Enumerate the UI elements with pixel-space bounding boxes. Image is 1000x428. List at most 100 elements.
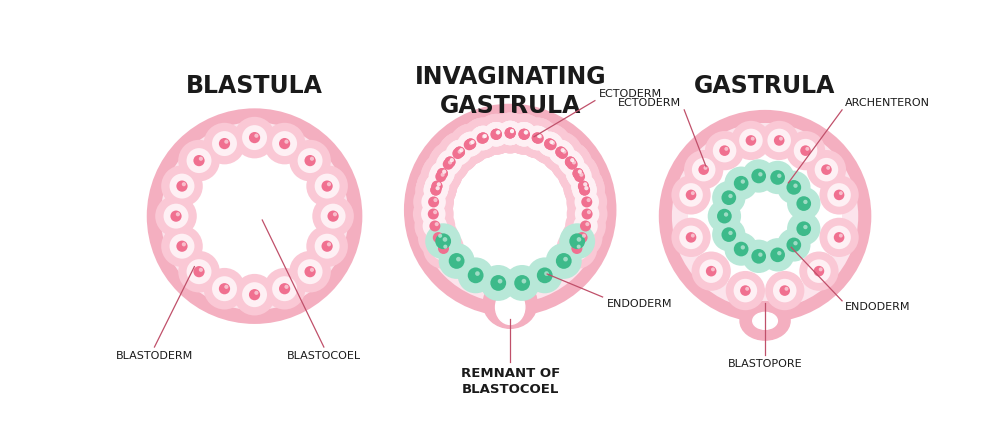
- Ellipse shape: [425, 174, 449, 199]
- Ellipse shape: [724, 232, 758, 266]
- Ellipse shape: [431, 236, 456, 261]
- Ellipse shape: [437, 182, 441, 186]
- Ellipse shape: [438, 150, 462, 174]
- Ellipse shape: [496, 131, 500, 134]
- Ellipse shape: [686, 190, 696, 200]
- Ellipse shape: [691, 191, 695, 195]
- Ellipse shape: [161, 165, 203, 207]
- Ellipse shape: [758, 253, 763, 257]
- Ellipse shape: [242, 282, 267, 307]
- Ellipse shape: [765, 271, 804, 310]
- Ellipse shape: [404, 104, 616, 316]
- Ellipse shape: [441, 172, 445, 177]
- Ellipse shape: [786, 238, 801, 252]
- Ellipse shape: [187, 259, 211, 284]
- Ellipse shape: [692, 252, 731, 291]
- Ellipse shape: [529, 123, 570, 164]
- Ellipse shape: [449, 253, 465, 269]
- Text: INVAGINATING
GASTRULA: INVAGINATING GASTRULA: [414, 65, 606, 118]
- Ellipse shape: [777, 174, 781, 178]
- Ellipse shape: [438, 243, 449, 254]
- Ellipse shape: [684, 150, 723, 189]
- Ellipse shape: [284, 140, 289, 144]
- Ellipse shape: [552, 144, 593, 184]
- Ellipse shape: [549, 140, 554, 144]
- Ellipse shape: [170, 211, 182, 222]
- Ellipse shape: [578, 169, 582, 174]
- Ellipse shape: [424, 178, 448, 202]
- Ellipse shape: [475, 271, 480, 276]
- Ellipse shape: [518, 118, 559, 159]
- Ellipse shape: [546, 139, 557, 150]
- Ellipse shape: [529, 123, 570, 164]
- Ellipse shape: [742, 159, 775, 193]
- Ellipse shape: [279, 283, 290, 294]
- Ellipse shape: [430, 184, 441, 196]
- Ellipse shape: [728, 194, 733, 198]
- Ellipse shape: [465, 138, 476, 149]
- Ellipse shape: [428, 144, 469, 184]
- Ellipse shape: [321, 181, 333, 192]
- Ellipse shape: [537, 132, 562, 156]
- Text: REMNANT OF
BLASTOCOEL: REMNANT OF BLASTOCOEL: [461, 367, 560, 396]
- Ellipse shape: [476, 114, 517, 155]
- Ellipse shape: [204, 268, 245, 309]
- Ellipse shape: [540, 131, 581, 172]
- Ellipse shape: [558, 153, 598, 194]
- Ellipse shape: [734, 279, 757, 302]
- Ellipse shape: [458, 132, 483, 156]
- Ellipse shape: [478, 132, 489, 143]
- Ellipse shape: [415, 169, 456, 211]
- Ellipse shape: [490, 113, 531, 153]
- Ellipse shape: [510, 129, 514, 133]
- Ellipse shape: [178, 251, 220, 292]
- Ellipse shape: [517, 117, 558, 158]
- Ellipse shape: [498, 121, 522, 145]
- Ellipse shape: [458, 132, 483, 156]
- Ellipse shape: [470, 140, 475, 144]
- Ellipse shape: [512, 122, 536, 146]
- Ellipse shape: [761, 161, 794, 194]
- Ellipse shape: [558, 150, 583, 174]
- Ellipse shape: [430, 142, 470, 182]
- Ellipse shape: [465, 138, 476, 149]
- Ellipse shape: [482, 134, 486, 139]
- Ellipse shape: [298, 259, 323, 284]
- Ellipse shape: [779, 285, 790, 296]
- Ellipse shape: [484, 122, 508, 146]
- Ellipse shape: [518, 129, 529, 140]
- Ellipse shape: [193, 155, 205, 166]
- Ellipse shape: [556, 253, 572, 269]
- Ellipse shape: [254, 291, 259, 295]
- Ellipse shape: [436, 186, 440, 190]
- Ellipse shape: [740, 285, 751, 296]
- Ellipse shape: [751, 169, 766, 183]
- Ellipse shape: [575, 190, 599, 214]
- Ellipse shape: [724, 147, 728, 151]
- Ellipse shape: [570, 225, 594, 250]
- Ellipse shape: [546, 243, 582, 279]
- Ellipse shape: [577, 245, 581, 249]
- Text: GASTRULA: GASTRULA: [694, 74, 836, 98]
- Ellipse shape: [182, 242, 186, 247]
- Ellipse shape: [524, 131, 528, 134]
- Ellipse shape: [751, 137, 755, 141]
- Ellipse shape: [249, 132, 260, 143]
- Ellipse shape: [204, 123, 245, 164]
- Ellipse shape: [581, 196, 592, 208]
- Ellipse shape: [199, 157, 203, 161]
- Ellipse shape: [443, 245, 447, 249]
- Ellipse shape: [298, 148, 323, 173]
- Ellipse shape: [187, 148, 211, 173]
- Ellipse shape: [422, 153, 463, 194]
- Ellipse shape: [525, 126, 549, 150]
- Ellipse shape: [819, 175, 859, 214]
- Ellipse shape: [563, 257, 568, 262]
- Ellipse shape: [532, 132, 543, 143]
- Ellipse shape: [719, 146, 730, 156]
- Ellipse shape: [436, 152, 460, 176]
- Ellipse shape: [537, 134, 541, 138]
- Ellipse shape: [699, 259, 723, 283]
- Ellipse shape: [224, 140, 228, 144]
- Ellipse shape: [579, 172, 583, 177]
